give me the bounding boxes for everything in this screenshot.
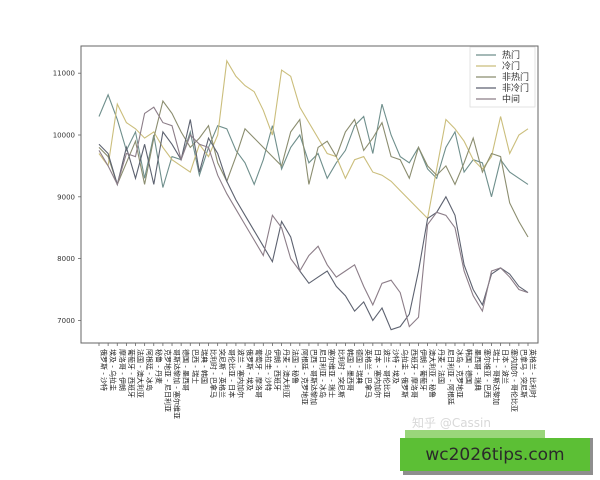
x-tick-label: 丹麦 - 澳大利亚 [282, 349, 291, 398]
x-tick-label: 丹麦 - 法国 [437, 349, 446, 384]
x-tick-label: 法国 - 澳大利亚 [136, 349, 145, 398]
watermark-highlight [405, 430, 545, 440]
x-tick-label: 俄罗斯 - 埃及 [246, 349, 255, 391]
y-tick-label: 8000 [57, 255, 75, 263]
x-tick-label: 巴西 - 哥斯达黎加 [309, 349, 318, 405]
x-tick-label: 阿根廷 - 冰岛 [145, 349, 154, 391]
series-line [98, 93, 529, 197]
legend-label: 热门 [502, 49, 520, 61]
x-tick-label: 比利时 - 突尼斯 [337, 349, 346, 398]
x-tick-label: 伊朗 - 西班牙 [273, 349, 282, 391]
x-tick-label: 比利时 - 巴拿马 [209, 349, 218, 398]
legend-label: 中间 [502, 93, 520, 105]
x-tick-label: 瑞士 - 哥斯达黎加 [492, 349, 501, 405]
x-tick-label: 沙特 - 埃及 [392, 349, 401, 384]
x-tick-label: 塞尔维亚 - 巴西 [483, 349, 492, 398]
x-tick-label: 波兰 - 哥伦比亚 [382, 349, 391, 398]
x-tick-label: 克罗地亚 - 尼日利亚 [163, 349, 172, 412]
x-tick-label: 哥伦比亚 - 日本 [227, 349, 236, 398]
x-tick-label: 乌拉圭 - 沙特 [264, 349, 273, 391]
x-tick-label: 埃及 - 乌拉圭 [109, 349, 118, 391]
x-tick-label: 英格兰 - 比利时 [529, 349, 538, 398]
x-tick-label: 西班牙 - 摩洛哥 [410, 349, 419, 398]
x-tick-label: 日本 - 波兰 [501, 349, 510, 384]
plot-area [80, 45, 539, 344]
legend-label: 非冷门 [502, 82, 529, 94]
x-tick-label: 法国 - 秘鲁 [291, 349, 300, 384]
x-tick-label: 摩洛哥 - 伊朗 [118, 349, 127, 391]
y-tick-label: 7000 [57, 317, 75, 325]
x-tick-label: 阿根廷 - 克罗地亚 [300, 349, 309, 405]
series-line [98, 106, 529, 328]
x-tick-label: 巴拿马 - 突尼斯 [519, 349, 528, 398]
x-tick-label: 德国 - 瑞典 [355, 349, 364, 384]
legend-label: 非热门 [502, 71, 529, 83]
series-lines [98, 59, 529, 331]
x-tick-label: 塞尔维亚 - 瑞士 [328, 349, 337, 398]
x-tick-label: 墨西哥 - 瑞典 [474, 349, 483, 391]
x-tick-label: 冰岛 - 克罗地亚 [455, 349, 464, 398]
x-tick-label: 塞内加尔 - 哥伦比亚 [510, 349, 519, 412]
y-axis: 7000 8000 9000 10000 11000 [53, 70, 81, 325]
x-tick-label: 尼日利亚 - 冰岛 [319, 349, 328, 398]
x-tick-label: 乌拉圭 - 俄罗斯 [401, 349, 410, 398]
site-watermark: wc2026tips.com [400, 438, 590, 471]
x-tick-label: 韩国 - 墨西哥 [346, 349, 355, 391]
series-line [98, 99, 529, 238]
legend-label: 冷门 [502, 60, 520, 72]
x-tick-label: 巴西 - 瑞士 [191, 349, 200, 384]
x-tick-label: 日本 - 塞内加尔 [373, 349, 382, 398]
x-tick-label: 葡萄牙 - 西班牙 [127, 349, 136, 398]
x-tick-label: 哥斯达黎加 - 塞尔维亚 [173, 349, 182, 419]
y-tick-label: 11000 [53, 70, 75, 78]
x-axis: 俄罗斯 - 沙特 埃及 - 乌拉圭 摩洛哥 - 伊朗 葡萄牙 - 西班牙 法国 - 澳大… [98, 343, 538, 419]
x-tick-label: 瑞典 - 韩国 [200, 349, 209, 384]
y-tick-label: 10000 [53, 132, 75, 140]
x-tick-label: 波兰 - 塞内加尔 [236, 349, 245, 398]
x-tick-label: 俄罗斯 - 沙特 [100, 349, 109, 391]
x-tick-label: 伊朗 - 葡萄牙 [419, 349, 428, 391]
x-tick-label: 韩国 - 德国 [465, 349, 474, 384]
x-tick-label: 德国 - 墨西哥 [182, 349, 191, 391]
x-tick-label: 秘鲁 - 丹麦 [154, 349, 163, 384]
x-tick-label: 突尼斯 - 英格兰 [218, 349, 227, 398]
x-tick-label: 英格兰 - 巴拿马 [364, 349, 373, 398]
zhihu-watermark: 知乎 @Cassin [412, 416, 491, 430]
y-tick-label: 9000 [57, 193, 75, 201]
series-line [98, 119, 529, 331]
x-tick-label: 葡萄牙 - 摩洛哥 [255, 349, 264, 398]
x-tick-label: 尼日利亚 - 阿根廷 [446, 349, 455, 405]
series-line [98, 59, 529, 220]
x-tick-label: 澳大利亚 - 秘鲁 [428, 349, 437, 398]
